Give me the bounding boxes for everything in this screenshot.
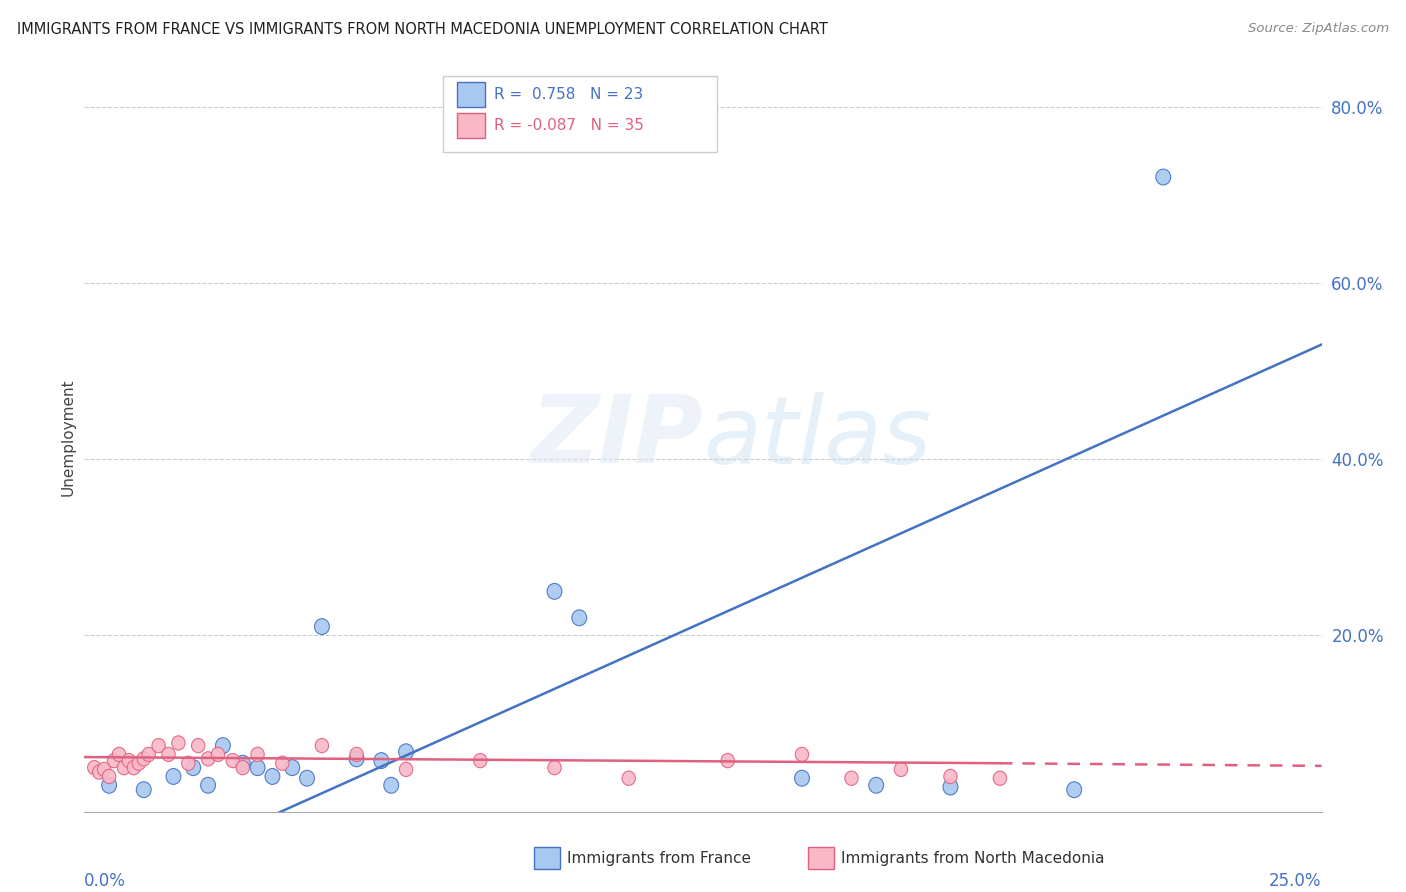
Ellipse shape <box>943 769 957 783</box>
Ellipse shape <box>1067 781 1081 797</box>
Ellipse shape <box>172 736 186 750</box>
Ellipse shape <box>127 761 141 775</box>
Ellipse shape <box>894 763 908 777</box>
Text: Immigrants from France: Immigrants from France <box>567 851 751 865</box>
Ellipse shape <box>399 744 413 760</box>
Ellipse shape <box>943 779 957 795</box>
Ellipse shape <box>117 761 131 775</box>
Ellipse shape <box>315 739 329 753</box>
Ellipse shape <box>474 754 486 768</box>
Ellipse shape <box>250 760 264 775</box>
Text: 0.0%: 0.0% <box>84 871 127 889</box>
Ellipse shape <box>236 761 249 775</box>
Ellipse shape <box>181 756 195 771</box>
Ellipse shape <box>152 739 166 753</box>
Ellipse shape <box>107 754 121 768</box>
Ellipse shape <box>136 781 152 797</box>
Ellipse shape <box>122 754 135 768</box>
Ellipse shape <box>186 760 201 775</box>
Ellipse shape <box>548 761 561 775</box>
Ellipse shape <box>285 760 299 775</box>
Ellipse shape <box>621 771 636 785</box>
Ellipse shape <box>721 754 734 768</box>
Ellipse shape <box>226 754 239 768</box>
Ellipse shape <box>264 769 280 784</box>
Text: ZIP: ZIP <box>530 391 703 483</box>
Ellipse shape <box>136 752 150 766</box>
Ellipse shape <box>201 777 215 793</box>
Ellipse shape <box>572 610 586 625</box>
Y-axis label: Unemployment: Unemployment <box>60 378 76 496</box>
Ellipse shape <box>315 619 329 634</box>
Ellipse shape <box>1156 169 1171 185</box>
Ellipse shape <box>166 769 181 784</box>
Text: R =  0.758   N = 23: R = 0.758 N = 23 <box>494 87 643 102</box>
Text: atlas: atlas <box>703 392 931 483</box>
Ellipse shape <box>142 747 156 762</box>
Text: Source: ZipAtlas.com: Source: ZipAtlas.com <box>1249 22 1389 36</box>
Text: R = -0.087   N = 35: R = -0.087 N = 35 <box>494 119 644 133</box>
Ellipse shape <box>869 777 883 793</box>
Ellipse shape <box>374 753 388 769</box>
Ellipse shape <box>384 777 399 793</box>
Ellipse shape <box>250 747 264 762</box>
Ellipse shape <box>112 747 125 762</box>
Ellipse shape <box>845 771 858 785</box>
Ellipse shape <box>215 738 231 754</box>
Ellipse shape <box>796 747 808 762</box>
Ellipse shape <box>794 771 810 786</box>
Ellipse shape <box>235 756 250 772</box>
Ellipse shape <box>349 751 364 767</box>
Ellipse shape <box>276 756 290 771</box>
Ellipse shape <box>993 771 1007 785</box>
Ellipse shape <box>97 763 111 777</box>
Ellipse shape <box>299 771 315 786</box>
Ellipse shape <box>103 769 115 783</box>
Ellipse shape <box>547 583 562 599</box>
Text: 25.0%: 25.0% <box>1270 871 1322 889</box>
Ellipse shape <box>87 761 101 775</box>
Ellipse shape <box>191 739 205 753</box>
Ellipse shape <box>93 765 105 780</box>
Ellipse shape <box>162 747 176 762</box>
Ellipse shape <box>201 752 215 766</box>
Text: IMMIGRANTS FROM FRANCE VS IMMIGRANTS FROM NORTH MACEDONIA UNEMPLOYMENT CORRELATI: IMMIGRANTS FROM FRANCE VS IMMIGRANTS FRO… <box>17 22 828 37</box>
Ellipse shape <box>211 747 225 762</box>
Ellipse shape <box>101 777 117 793</box>
Ellipse shape <box>399 763 413 777</box>
Ellipse shape <box>350 747 363 762</box>
Ellipse shape <box>132 756 145 771</box>
Text: Immigrants from North Macedonia: Immigrants from North Macedonia <box>841 851 1104 865</box>
